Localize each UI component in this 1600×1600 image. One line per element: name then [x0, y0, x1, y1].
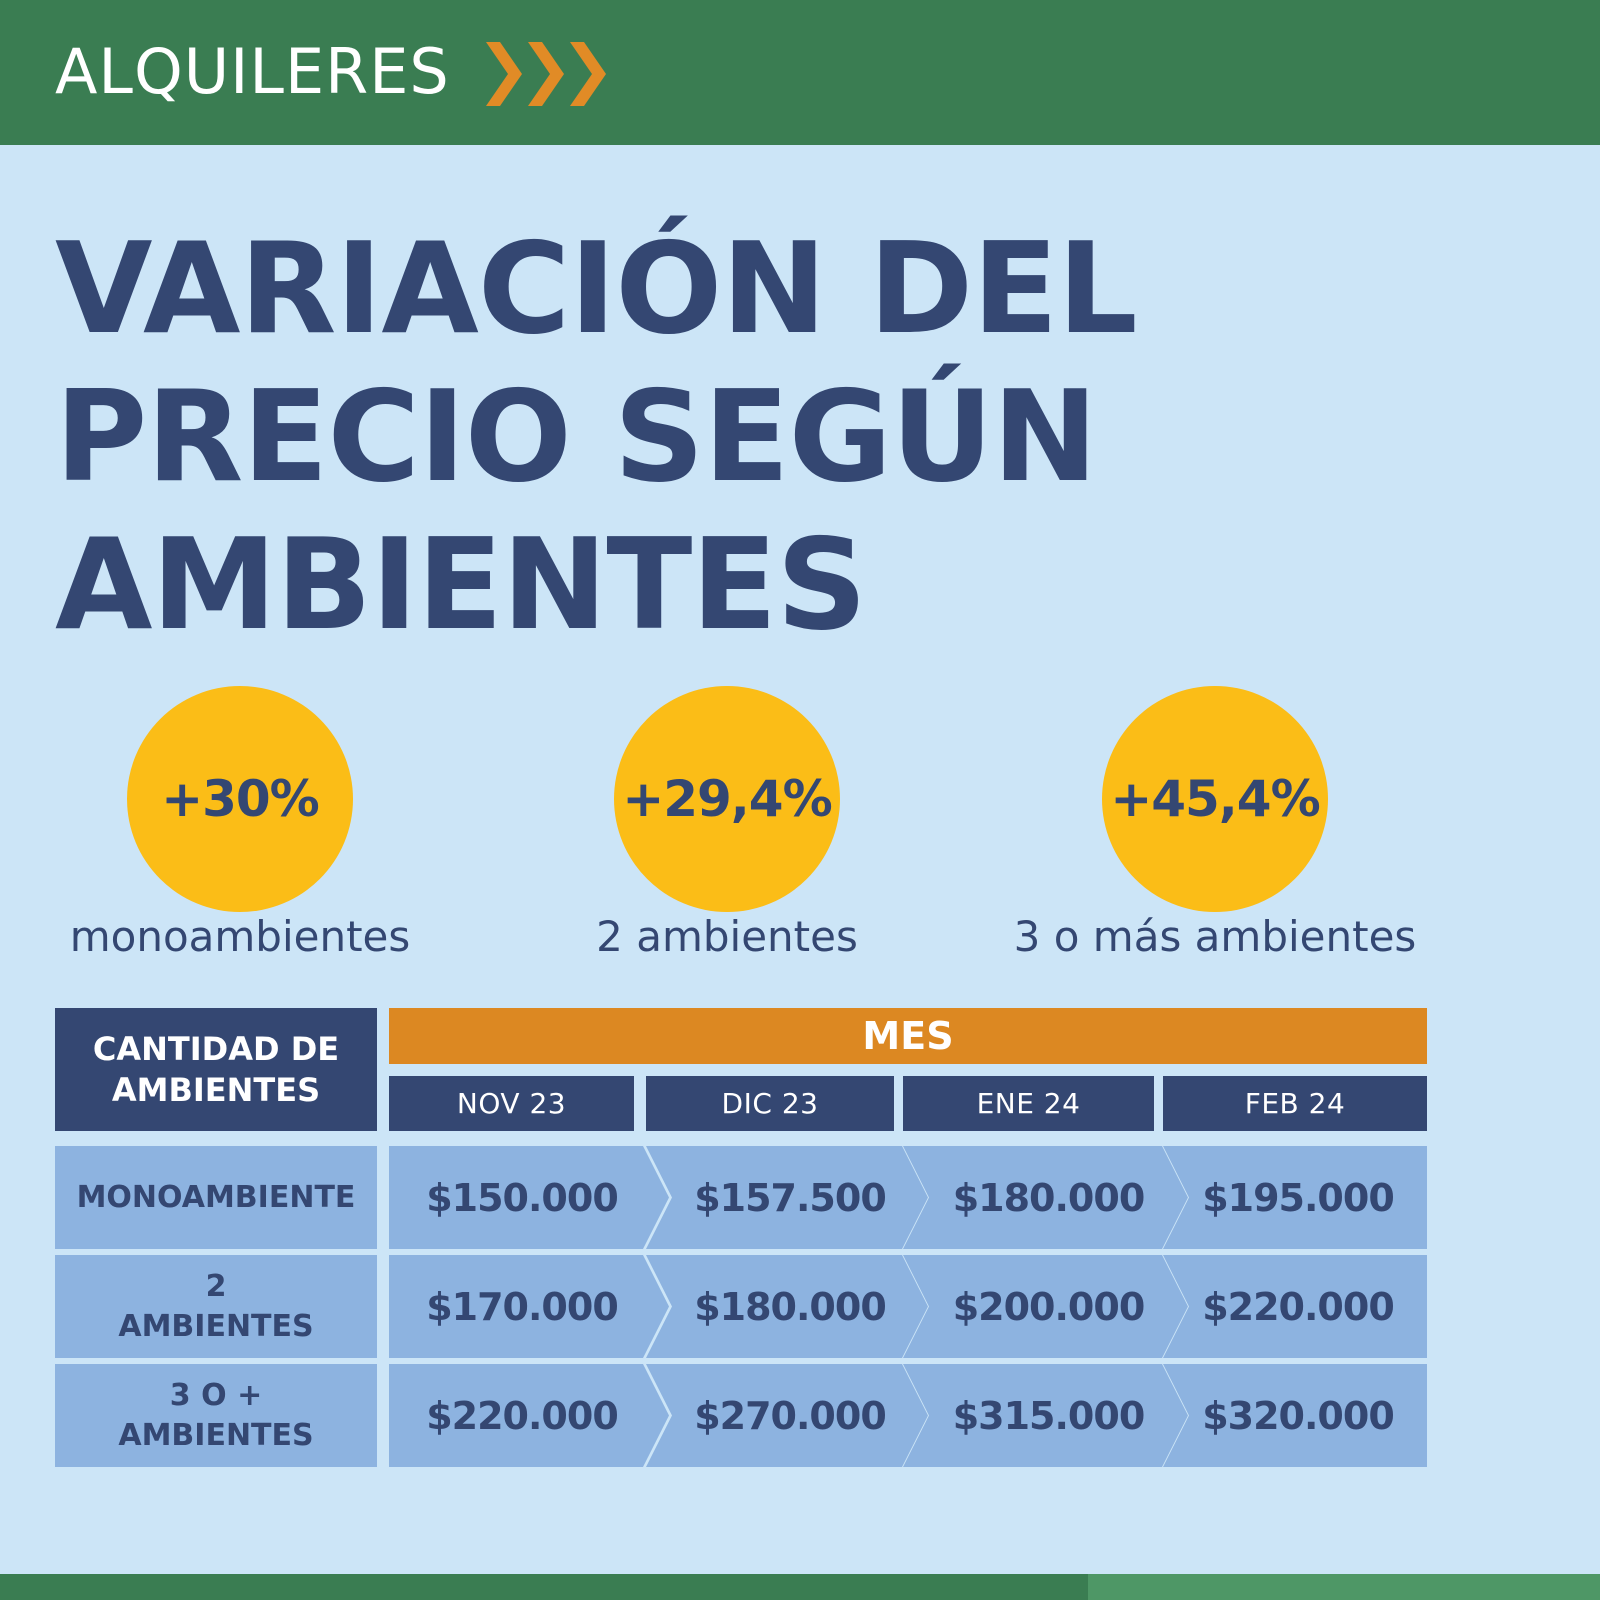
price-value: $180.000	[694, 1284, 886, 1329]
stat-label: 3 o más ambientes	[1013, 912, 1417, 961]
stat-label: monoambientes	[69, 912, 411, 961]
price-value: $180.000	[952, 1175, 1145, 1220]
stat-value: +30%	[161, 770, 320, 828]
price-cell: $170.000	[389, 1255, 669, 1358]
headline-line-1: VARIACIÓN DEL	[55, 215, 1138, 362]
price-value: $220.000	[1202, 1284, 1395, 1329]
month-header-feb: FEB 24	[1163, 1076, 1427, 1131]
table-corner-header: CANTIDAD DE AMBIENTES	[55, 1008, 377, 1131]
price-cell: $195.000	[1163, 1146, 1427, 1249]
price-value: $157.500	[694, 1175, 886, 1220]
price-value: $170.000	[426, 1284, 618, 1329]
section-title: ALQUILERES	[55, 35, 450, 108]
stat-circle: +30%	[127, 686, 353, 912]
price-value: $200.000	[952, 1284, 1145, 1329]
table-group-header: MES	[389, 1008, 1427, 1064]
row-label-line-1: 2	[205, 1268, 227, 1304]
price-cell: $200.000	[903, 1255, 1188, 1358]
headline-line-2: PRECIO SEGÚN	[55, 363, 1098, 510]
price-cell: $180.000	[903, 1146, 1188, 1249]
month-header-nov: NOV 23	[389, 1076, 634, 1131]
header-banner: ALQUILERES	[0, 0, 1600, 145]
stat-label: 2 ambientes	[596, 912, 858, 961]
price-cell: $180.000	[646, 1255, 928, 1358]
price-cell: $270.000	[646, 1364, 928, 1467]
stat-circle: +45,4%	[1102, 686, 1328, 912]
row-label-line-2: AMBIENTES	[118, 1308, 314, 1344]
price-cell: $150.000	[389, 1146, 669, 1249]
price-value: $220.000	[426, 1393, 618, 1438]
price-value: $195.000	[1202, 1175, 1395, 1220]
footer-band-dark	[0, 1574, 1088, 1600]
row-label-text: MONOAMBIENTE	[76, 1179, 356, 1215]
price-value: $270.000	[694, 1393, 886, 1438]
price-value: $320.000	[1202, 1393, 1395, 1438]
triple-chevron-right-icon	[486, 42, 606, 106]
headline-line-3: AMBIENTES	[55, 511, 867, 658]
row-label-line-2: AMBIENTES	[118, 1417, 314, 1453]
price-cell: $320.000	[1163, 1364, 1427, 1467]
row-label-3-o-mas-ambientes: 3 O + AMBIENTES	[55, 1364, 377, 1467]
price-cell: $157.500	[646, 1146, 928, 1249]
row-label-line-1: 3 O +	[169, 1377, 263, 1413]
stat-value: +29,4%	[622, 770, 832, 828]
row-label-monoambiente: MONOAMBIENTE	[55, 1146, 377, 1249]
stat-3-o-mas-ambientes: +45,4% 3 o más ambientes	[965, 686, 1465, 966]
stat-2-ambientes: +29,4% 2 ambientes	[477, 686, 977, 966]
stat-value: +45,4%	[1110, 770, 1320, 828]
price-value: $315.000	[952, 1393, 1145, 1438]
price-cell: $220.000	[389, 1364, 669, 1467]
price-cell: $220.000	[1163, 1255, 1427, 1358]
stat-monoambientes: +30% monoambientes	[0, 686, 490, 966]
footer-band-light	[1088, 1574, 1600, 1600]
month-header-ene: ENE 24	[903, 1076, 1154, 1131]
month-header-dic: DIC 23	[646, 1076, 894, 1131]
price-cell: $315.000	[903, 1364, 1188, 1467]
price-value: $150.000	[426, 1175, 618, 1220]
headline: VARIACIÓN DEL PRECIO SEGÚN AMBIENTES	[55, 215, 1535, 659]
row-label-2-ambientes: 2 AMBIENTES	[55, 1255, 377, 1358]
stat-circle: +29,4%	[614, 686, 840, 912]
